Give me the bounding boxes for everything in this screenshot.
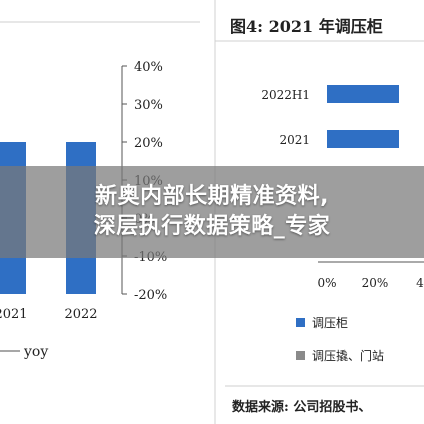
left-y-tick-label: 20%	[134, 136, 163, 151]
right-x-tick-4: 4	[416, 276, 424, 290]
overlay-line-1: 新奥内部长期精准资料,	[95, 184, 329, 209]
left-x-label-2022: 2022	[64, 307, 97, 322]
overlay-line-2: 深层执行数据策略_专家	[93, 214, 331, 239]
right-bar-2022H1	[327, 85, 399, 103]
right-x-tick-20: 20%	[362, 276, 389, 290]
left-x-label-2021: 2021	[0, 307, 28, 322]
right-x-tick-0: 0%	[317, 276, 336, 290]
right-bar-2021	[327, 130, 399, 148]
left-y-tick-label: -20%	[134, 288, 167, 303]
right-source-note: 数据来源: 公司招股书、	[232, 399, 371, 415]
overlay-banner: 新奥内部长期精准资料, 深层执行数据策略_专家	[0, 166, 424, 258]
left-y-tick-label: 40%	[134, 60, 163, 75]
right-legend-swatch-blue	[296, 318, 305, 327]
right-legend-label-2: 调压撬、门站	[312, 348, 384, 363]
left-y-tick-label: 30%	[134, 98, 163, 113]
right-chart: 图4: 2021 年调压柜 2022H1 2021 0% 20% 4 调压柜 调…	[214, 0, 424, 424]
right-cat-label-2022H1: 2022H1	[261, 88, 310, 102]
right-legend-label-1: 调压柜	[312, 316, 348, 330]
left-legend-yoy: yoy	[23, 344, 48, 360]
right-chart-title: 图4: 2021 年调压柜	[230, 17, 383, 36]
right-cat-label-2021: 2021	[279, 133, 310, 147]
right-legend-swatch-grey	[296, 351, 305, 360]
